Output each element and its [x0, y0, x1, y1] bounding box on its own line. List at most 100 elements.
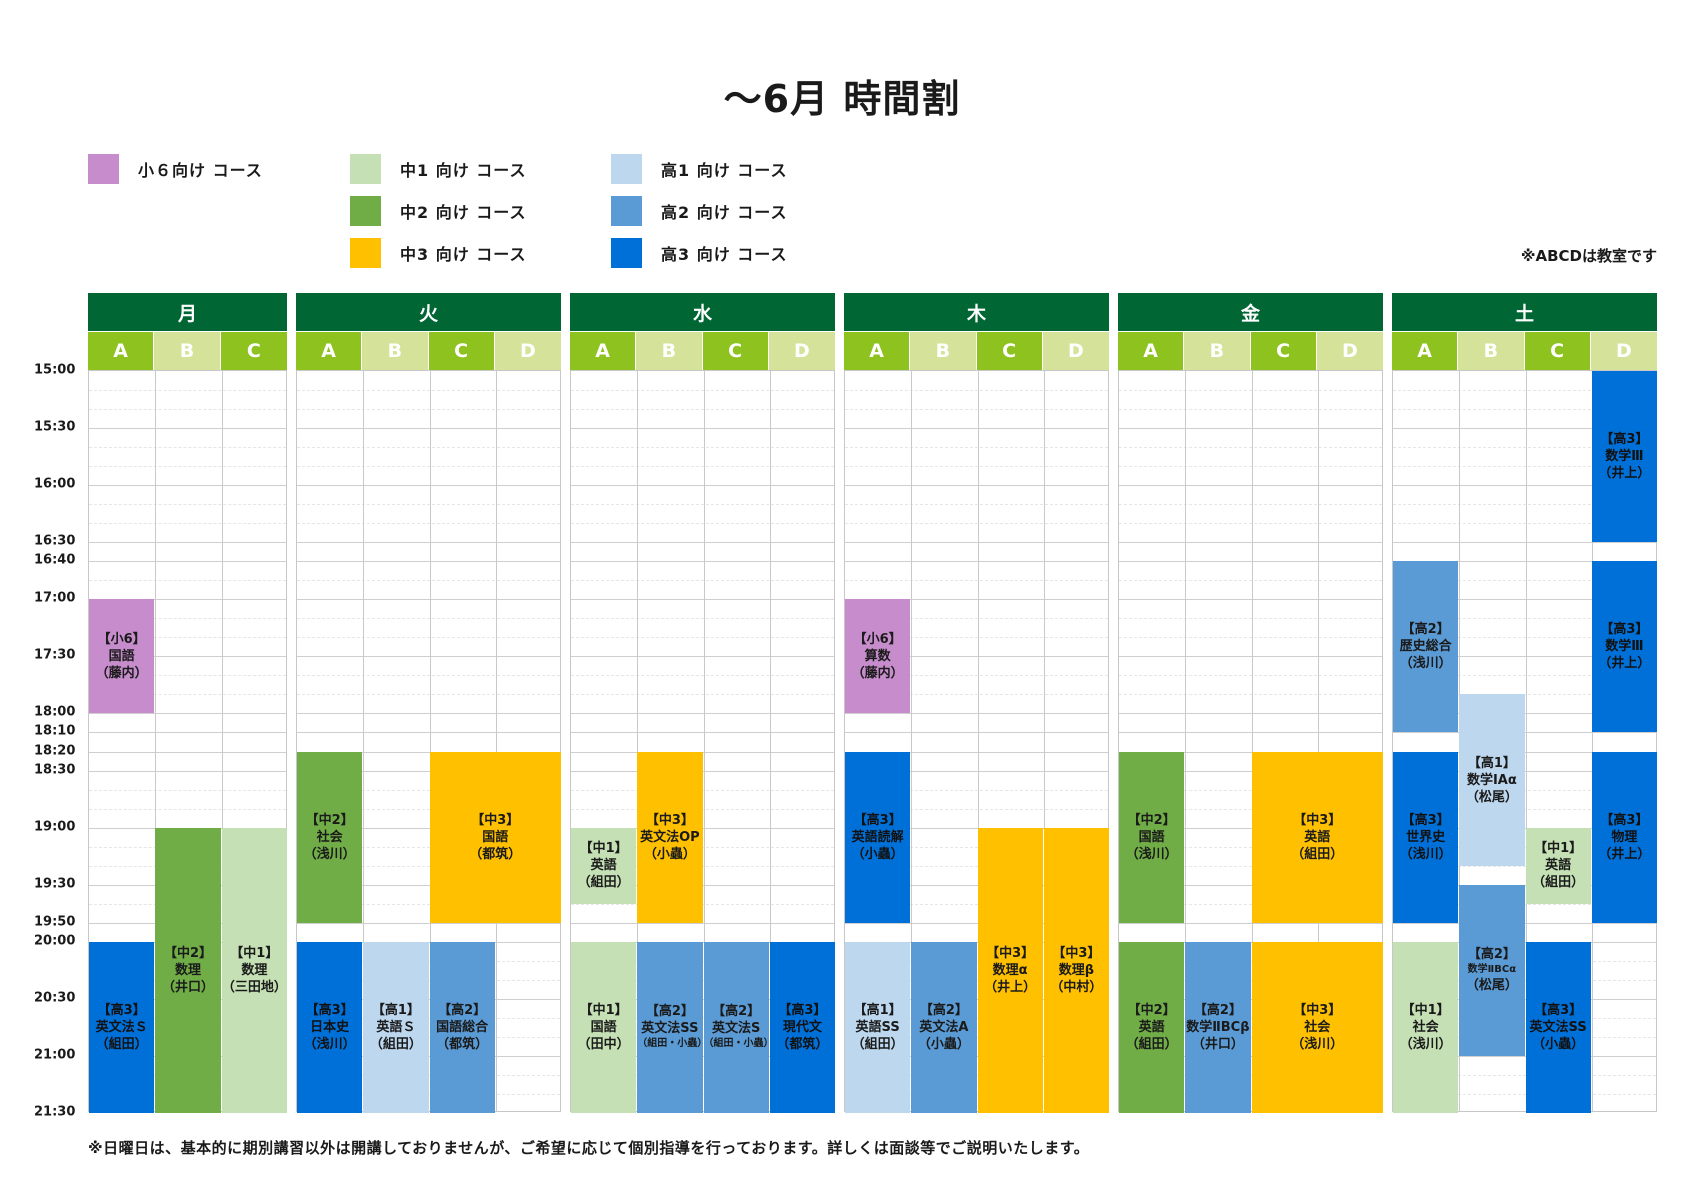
day-column: 金 A B C D 【中2】 国語 （浅川） 【中3】 英語 （組田） 【中2】 英語 （組田） 【高2】数… — [1118, 293, 1383, 1113]
grid-line — [571, 428, 834, 430]
lesson-block[interactable]: 【高1】 英語SS （組田） — [845, 941, 911, 1113]
lesson-teacher: （組田） — [1532, 875, 1585, 891]
lesson-block[interactable]: 【高2】 英文法S （組田・小蟲） — [703, 941, 774, 1113]
grid-line — [845, 599, 1108, 601]
lesson-block[interactable]: 【高3】 英文法SS （小蟲） — [1525, 941, 1591, 1113]
day-header: 水 — [570, 293, 835, 331]
grid-line — [89, 542, 286, 544]
lesson-block[interactable]: 【中3】 社会 （浅川） — [1251, 941, 1383, 1113]
room-header: A — [1118, 332, 1184, 370]
grid-line — [845, 637, 1108, 639]
lesson-block[interactable]: 【高1】 英語Ｓ （組田） — [363, 941, 429, 1113]
lesson-teacher: （浅川） — [1399, 656, 1452, 672]
lesson-block[interactable]: 【高3】 日本史 （浅川） — [297, 941, 363, 1113]
room-header: A — [88, 332, 154, 370]
grid-line — [845, 1074, 1108, 1076]
lesson-subject: 数学ⅡBCβ — [1186, 1019, 1250, 1035]
legend-swatch — [611, 196, 642, 226]
legend-swatch — [611, 238, 642, 268]
lesson-block[interactable]: 【中3】 国語 （都筑） — [429, 751, 561, 923]
lesson-block[interactable]: 【高3】 物理 （井上） — [1591, 751, 1657, 923]
grid-line — [1393, 580, 1656, 582]
lesson-subject: 国語 — [482, 829, 509, 845]
lesson-level: 【小6】 — [97, 631, 146, 647]
grid-line — [89, 808, 286, 810]
lesson-block[interactable]: 【中3】 英文法OP （小蟲） — [637, 751, 703, 923]
grid-line — [297, 504, 560, 506]
lesson-subject: 英語SS — [855, 1019, 900, 1035]
lesson-level: 【高3】 — [1534, 1002, 1583, 1018]
grid-line — [297, 884, 560, 886]
lesson-subject: 英文法S — [711, 1021, 761, 1037]
lesson-block[interactable]: 【中1】 国語 （田中） — [571, 941, 637, 1113]
grid-line — [571, 694, 834, 696]
lesson-block[interactable]: 【中2】 英語 （組田） — [1119, 941, 1185, 1113]
lesson-subject: 英語 — [1138, 1019, 1165, 1035]
lesson-block[interactable]: 【中1】 数理 （三田地） — [221, 827, 287, 1113]
lesson-block[interactable]: 【中1】 社会 （浅川） — [1393, 941, 1459, 1113]
lesson-teacher: （小蟲） — [1532, 1036, 1585, 1052]
room-header: B — [910, 332, 976, 370]
grid-line — [1119, 675, 1382, 677]
lesson-block[interactable]: 【中1】 英語 （組田） — [571, 827, 637, 904]
lesson-block[interactable]: 【高2】 歴史総合 （浅川） — [1393, 561, 1459, 733]
lesson-subject: 英語 — [1545, 858, 1572, 874]
lesson-block[interactable]: 【中3】 数理α （井上） — [977, 827, 1043, 1113]
lesson-block[interactable]: 【高3】 数学Ⅲ （井上） — [1591, 371, 1657, 543]
day-grid: 【中1】 英語 （組田） 【中3】 英文法OP （小蟲） 【中1】 国語 （田中） 【高2】 英文法… — [570, 370, 835, 1113]
lesson-level: 【高2】 — [919, 1002, 968, 1018]
lesson-block[interactable]: 【高2】 英文法SS （組田・小蟲） — [637, 941, 707, 1113]
grid-line — [1393, 618, 1656, 620]
lesson-level: 【中3】 — [986, 945, 1035, 961]
room-divider — [1251, 371, 1253, 1111]
lesson-block[interactable]: 【高2】 数学ⅡBCα （松尾） — [1459, 884, 1525, 1056]
lesson-block[interactable]: 【高3】 世界史 （浅川） — [1393, 751, 1459, 923]
lesson-block[interactable]: 【高3】 英語読解 （小蟲） — [845, 751, 911, 923]
day-column: 火 A B C D 【中2】 社会 （浅川） 【中3】 国語 （都筑） 【高3】 日本史 （浅川） 【高1】… — [296, 293, 561, 1113]
page-title: ～6月 時間割 — [723, 77, 961, 121]
lesson-block[interactable]: 【中3】 数理β （中村） — [1043, 827, 1109, 1113]
time-label: 16:30 — [34, 533, 76, 549]
lesson-teacher: （浅川） — [1291, 1036, 1344, 1052]
grid-line — [571, 713, 834, 715]
lesson-level: 【高3】 — [853, 812, 902, 828]
lesson-block[interactable]: 【小6】 国語 （藤内） — [89, 599, 155, 714]
lesson-block[interactable]: 【中2】 数理 （井口） — [155, 827, 221, 1113]
room-header: C — [1524, 332, 1590, 370]
lesson-level: 【小6】 — [853, 631, 902, 647]
lesson-block[interactable]: 【高3】 英文法Ｓ （組田） — [89, 941, 155, 1113]
lesson-block[interactable]: 【高2】 数学ⅡBCβ （井口） — [1185, 941, 1251, 1113]
grid-line — [845, 770, 1108, 772]
grid-line — [297, 846, 560, 848]
lesson-block[interactable]: 【中3】 英語 （組田） — [1251, 751, 1383, 923]
lesson-subject: 数理α — [992, 962, 1028, 978]
lesson-block[interactable]: 【中2】 社会 （浅川） — [297, 751, 363, 923]
lesson-block[interactable]: 【高3】 数学Ⅲ （井上） — [1591, 561, 1657, 733]
room-header: B — [362, 332, 428, 370]
grid-line — [1393, 808, 1656, 810]
lesson-block[interactable]: 【高3】 現代文 （都筑） — [769, 941, 835, 1113]
grid-line — [297, 390, 560, 392]
lesson-block[interactable]: 【小6】 算数 （藤内） — [845, 599, 911, 714]
footer-note: ※日曜日は、基本的に期別講習以外は開講しておりませんが、ご希望に応じて個別指導を… — [88, 1139, 1090, 1157]
lesson-block[interactable]: 【高2】 英文法A （小蟲） — [911, 941, 977, 1113]
grid-line — [1393, 504, 1656, 506]
room-header: B — [1458, 332, 1524, 370]
grid-line — [1393, 827, 1656, 829]
lesson-subject: 数理β — [1058, 962, 1095, 978]
grid-line — [845, 884, 1108, 886]
room-header: D — [768, 332, 835, 370]
legend-item: 高3 向け コース — [611, 238, 787, 268]
grid-line — [297, 922, 560, 924]
grid-line — [571, 675, 834, 677]
grid-line — [89, 428, 286, 430]
lesson-teacher: （組田） — [1125, 1036, 1178, 1052]
grid-line — [1119, 561, 1382, 563]
grid-line — [845, 808, 1108, 810]
grid-line — [1119, 1093, 1382, 1095]
lesson-block[interactable]: 【高1】 数学ⅠAα （松尾） — [1459, 694, 1525, 866]
lesson-block[interactable]: 【中2】 国語 （浅川） — [1119, 751, 1185, 923]
lesson-block[interactable]: 【中1】 英語 （組田） — [1525, 827, 1591, 904]
lesson-block[interactable]: 【高2】 国語総合 （都筑） — [429, 941, 495, 1113]
grid-line — [1119, 466, 1382, 468]
